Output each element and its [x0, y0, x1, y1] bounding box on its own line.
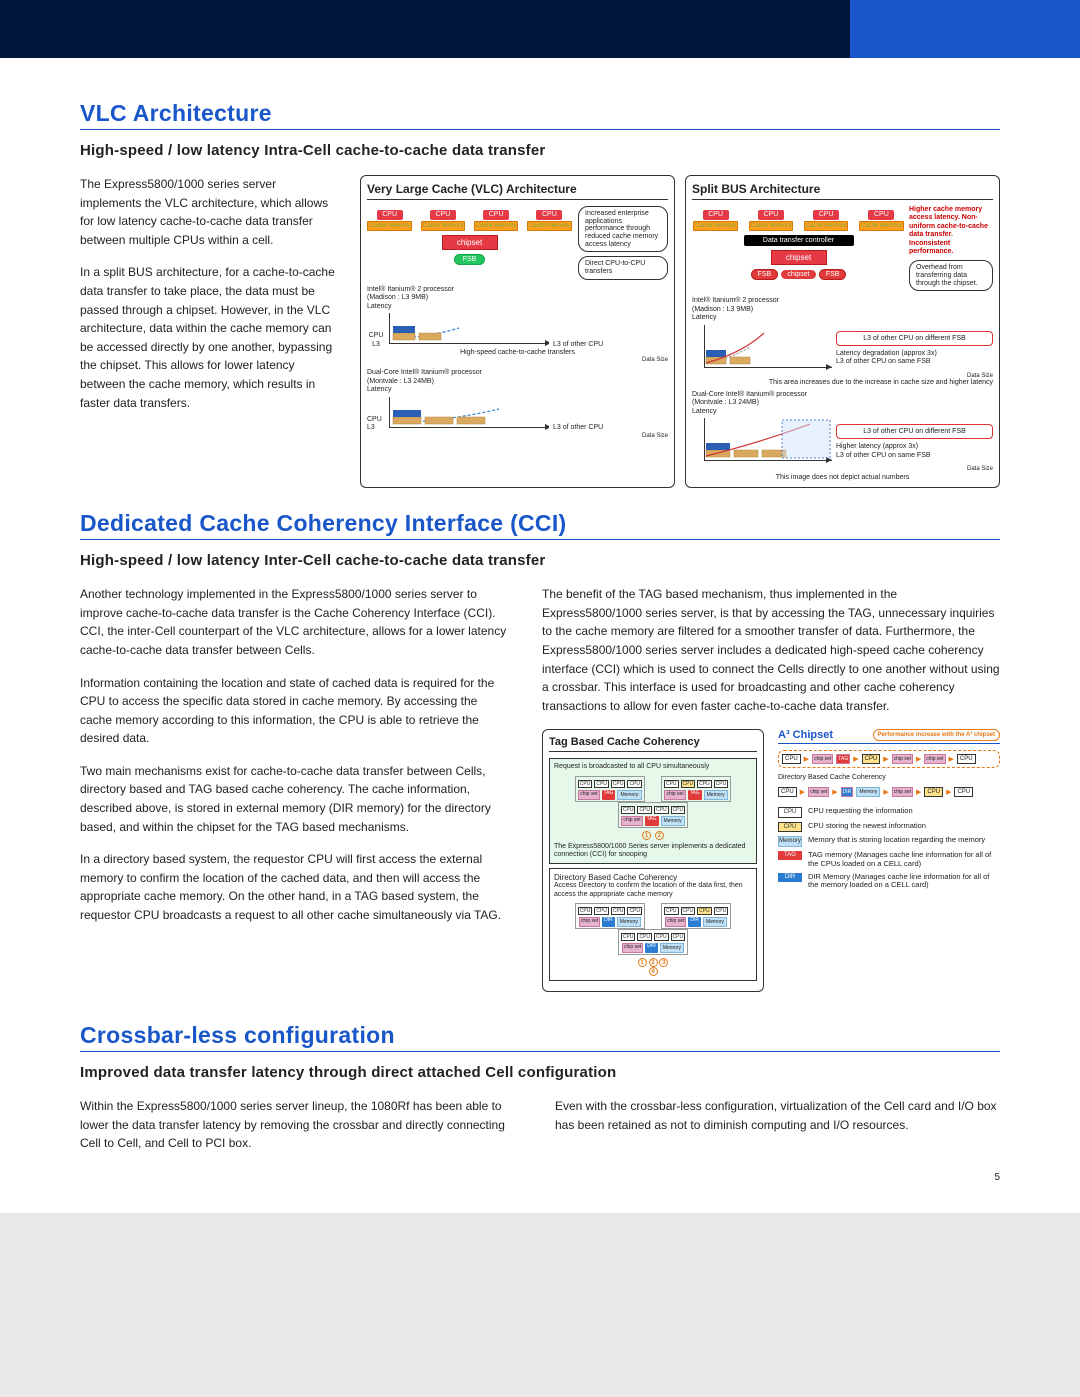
- latency-chart-icon: [389, 313, 549, 349]
- page-number: 5: [994, 1172, 1000, 1183]
- vlc-subheading: High-speed / low latency Intra-Cell cach…: [80, 142, 1000, 159]
- vlc-oval-2: Direct CPU-to-CPU transfers: [578, 256, 668, 279]
- latency-chart-icon: [692, 418, 832, 466]
- top-bar: [0, 0, 1080, 58]
- cci-title: Dedicated Cache Coherency Interface (CCI…: [80, 510, 1000, 540]
- cci-right-p1: The benefit of the TAG based mechanism, …: [542, 585, 1000, 715]
- xbar-subheading: Improved data transfer latency through d…: [80, 1064, 1000, 1081]
- cci-left-p2: Information containing the location and …: [80, 674, 512, 748]
- cci-left-p3: Two main mechanisms exist for cache-to-c…: [80, 762, 512, 836]
- vlc-p2: In a split BUS architecture, for a cache…: [80, 263, 338, 412]
- split-bus-diagram: Split BUS Architecture CPUCache Memory C…: [685, 175, 1000, 488]
- xbar-right: Even with the crossbar-less configuratio…: [555, 1097, 1000, 1134]
- vlc-diagram: Very Large Cache (VLC) Architecture CPUC…: [360, 175, 675, 488]
- cci-subheading: High-speed / low latency Inter-Cell cach…: [80, 552, 1000, 569]
- vlc-title: VLC Architecture: [80, 100, 1000, 130]
- xbar-title: Crossbar-less configuration: [80, 1022, 1000, 1052]
- cci-left-p1: Another technology implemented in the Ex…: [80, 585, 512, 659]
- xbar-left: Within the Express5800/1000 series serve…: [80, 1097, 525, 1153]
- a3-diagram: A³ Chipset Performance increase with the…: [778, 729, 1000, 992]
- tag-diagram: Tag Based Cache Coherency Request is bro…: [542, 729, 764, 992]
- vlc-oval-1: Increased enterprise applications perfor…: [578, 206, 668, 252]
- latency-chart-icon: [389, 397, 549, 433]
- cci-left-p4: In a directory based system, the request…: [80, 850, 512, 924]
- diagram-disclaimer: This image does not depict actual number…: [692, 474, 993, 481]
- vlc-p1: The Express5800/1000 series server imple…: [80, 175, 338, 249]
- split-bus-title: Split BUS Architecture: [692, 182, 993, 200]
- latency-chart-icon: [692, 325, 832, 373]
- vlc-diagram-title: Very Large Cache (VLC) Architecture: [367, 182, 668, 200]
